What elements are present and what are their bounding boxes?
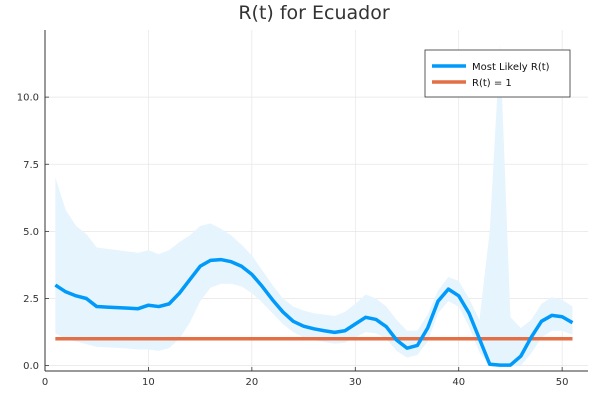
x-tick-label-4: 40 bbox=[452, 377, 465, 388]
y-tick-label-1: 2.5 bbox=[23, 294, 39, 305]
x-tick-label-1: 10 bbox=[142, 377, 155, 388]
legend-label-most-likely: Most Likely R(t) bbox=[472, 62, 550, 73]
series-lines bbox=[54, 257, 574, 367]
x-tick-label-0: 0 bbox=[42, 377, 48, 388]
y-tick-label-0: 0.0 bbox=[23, 361, 39, 372]
x-tick-label-3: 30 bbox=[349, 377, 362, 388]
y-tick-label-3: 7.5 bbox=[23, 160, 39, 171]
y-tick-label-4: 10.0 bbox=[17, 93, 39, 104]
x-tick-label-5: 50 bbox=[556, 377, 569, 388]
x-tick-label-2: 20 bbox=[245, 377, 258, 388]
legend-box bbox=[424, 49, 571, 98]
axes bbox=[44, 30, 588, 372]
legend-label-r-equals-1: R(t) = 1 bbox=[472, 78, 512, 89]
legend: Most Likely R(t) R(t) = 1 bbox=[424, 49, 571, 98]
series-line-most-likely bbox=[54, 257, 574, 367]
y-tick-label-2: 5.0 bbox=[23, 227, 39, 238]
chart-title: R(t) for Ecuador bbox=[238, 2, 390, 24]
tick-labels: 0 10 20 30 40 50 0.0 2.5 5.0 7.5 10.0 bbox=[17, 93, 569, 388]
